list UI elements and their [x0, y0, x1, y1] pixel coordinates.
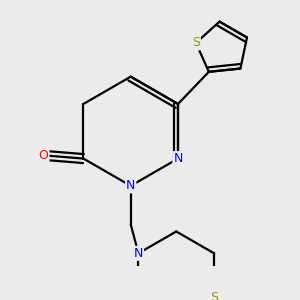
Text: N: N	[126, 179, 135, 192]
Text: S: S	[192, 36, 200, 50]
Text: N: N	[134, 247, 143, 260]
Text: N: N	[173, 152, 183, 165]
Text: O: O	[39, 149, 49, 162]
Text: S: S	[210, 290, 218, 300]
